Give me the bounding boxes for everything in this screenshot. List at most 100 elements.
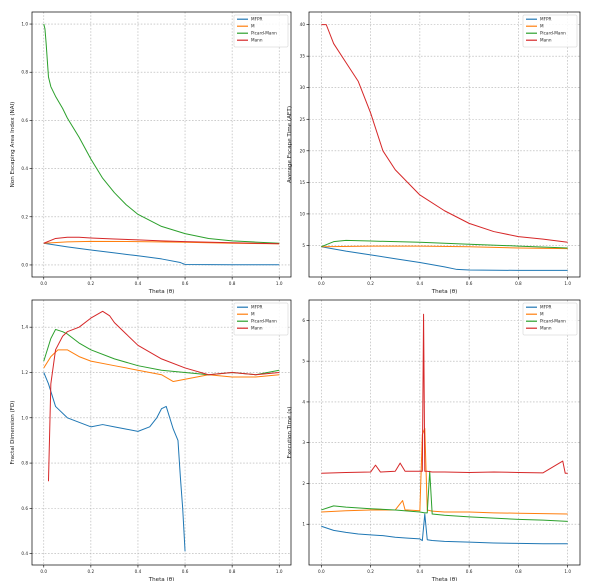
x-tick-label: 0.0 xyxy=(40,569,47,574)
y-tick-label: 0.6 xyxy=(21,118,28,123)
x-tick-label: 0.2 xyxy=(88,281,95,286)
legend-label-mfpr: MFPR xyxy=(251,305,263,310)
y-tick-label: 0.4 xyxy=(21,551,28,556)
axes-frame xyxy=(308,299,581,566)
chart-panel-3: 0.0 0.2 0.4 0.6 0.8 1.0 0.4 0.6 0.8 1.0 1.2 1.4 Thet… xyxy=(10,299,292,581)
y-tick-label: 25 xyxy=(300,117,306,122)
y-axis-label: Execution Time (s) xyxy=(287,407,293,459)
y-tick-label: 15 xyxy=(300,180,306,185)
series-line-m xyxy=(43,349,280,383)
y-tick-label: 5 xyxy=(302,243,305,248)
x-tick-label: 0.2 xyxy=(367,569,374,574)
legend: MFPR M Picard-Mann Mann xyxy=(522,14,578,48)
y-tick-label: 0.2 xyxy=(21,214,28,219)
x-tick-label: 0.0 xyxy=(40,281,47,286)
series-line-picard-mann xyxy=(321,470,568,522)
legend-label-picard-mann: Picard-Mann xyxy=(251,31,277,36)
legend-label-m: M xyxy=(540,24,544,29)
y-tick-label: 30 xyxy=(300,85,306,90)
legend-label-picard-mann: Picard-Mann xyxy=(540,319,566,324)
y-tick-label: 0.6 xyxy=(21,506,28,511)
series-line-mann xyxy=(321,313,568,474)
series-line-mfpr xyxy=(321,513,568,545)
y-tick-label: 1 xyxy=(302,522,305,527)
y-tick-label: 10 xyxy=(300,211,306,216)
legend-label-mann: Mann xyxy=(251,326,263,331)
y-tick-label: 4 xyxy=(302,399,305,404)
y-tick-label: 2 xyxy=(302,481,305,486)
legend-box xyxy=(233,302,289,336)
legend-label-mann: Mann xyxy=(540,326,552,331)
legend-label-mfpr: MFPR xyxy=(540,17,552,22)
series-line-m xyxy=(321,245,568,250)
legend-box xyxy=(233,14,289,48)
series-line-picard-mann xyxy=(321,239,568,249)
x-tick-label: 0.6 xyxy=(466,569,473,574)
x-tick-label: 0.8 xyxy=(515,569,522,574)
y-axis-label: Fractal Dimension (FD) xyxy=(10,401,16,465)
x-tick-label: 0.4 xyxy=(417,569,424,574)
y-tick-label: 0.8 xyxy=(21,461,28,466)
y-tick-label: 20 xyxy=(300,148,306,153)
x-tick-label: 1.0 xyxy=(564,281,571,286)
axes-frame xyxy=(308,11,581,278)
y-tick-label: 0.8 xyxy=(21,70,28,75)
y-tick-label: 1.4 xyxy=(21,325,28,330)
legend-label-mfpr: MFPR xyxy=(251,17,263,22)
y-tick-label: 1.0 xyxy=(21,22,28,27)
y-tick-label: 40 xyxy=(300,22,306,27)
legend-label-mann: Mann xyxy=(540,38,552,43)
x-tick-label: 0.4 xyxy=(417,281,424,286)
y-tick-label: 35 xyxy=(300,54,306,59)
legend-label-mann: Mann xyxy=(251,38,263,43)
legend-label-picard-mann: Picard-Mann xyxy=(540,31,566,36)
legend: MFPR M Picard-Mann Mann xyxy=(233,14,289,48)
x-tick-label: 1.0 xyxy=(276,281,283,286)
y-tick-label: 3 xyxy=(302,440,305,445)
axes-frame xyxy=(31,11,292,278)
x-tick-label: 0.8 xyxy=(515,281,522,286)
x-tick-label: 0.8 xyxy=(229,569,236,574)
x-axis-label: Theta (θ) xyxy=(431,577,458,581)
chart-panel-4: 0.0 0.2 0.4 0.6 0.8 1.0 1 2 3 4 5 6 Theta (θ) Executi… xyxy=(287,299,581,581)
x-axis-label: Theta (θ) xyxy=(148,289,175,295)
series-line-m xyxy=(321,427,568,515)
x-tick-label: 0.8 xyxy=(229,281,236,286)
legend-label-m: M xyxy=(251,24,255,29)
legend-label-m: M xyxy=(540,312,544,317)
y-axis-label: Average Escape Time (AET) xyxy=(287,106,293,183)
x-axis-label: Theta (θ) xyxy=(431,289,458,295)
series-line-mfpr xyxy=(43,372,186,552)
x-axis-label: Theta (θ) xyxy=(148,577,175,581)
series-line-mann xyxy=(47,310,280,482)
x-tick-label: 0.0 xyxy=(318,281,325,286)
x-tick-label: 0.6 xyxy=(182,281,189,286)
chart-panel-1: 0.0 0.2 0.4 0.6 0.8 1.0 0.0 0.2 0.4 0.6 0.8 1.0 Thet… xyxy=(10,11,292,295)
y-tick-label: 0.0 xyxy=(21,262,28,267)
series-line-mann xyxy=(321,24,568,243)
legend-box xyxy=(522,14,578,48)
y-tick-label: 6 xyxy=(302,318,305,323)
series-line-mann xyxy=(43,236,280,245)
x-tick-label: 0.4 xyxy=(135,281,142,286)
x-tick-label: 0.2 xyxy=(367,281,374,286)
legend-label-m: M xyxy=(251,312,255,317)
series-line-mfpr xyxy=(43,242,280,266)
x-tick-label: 1.0 xyxy=(564,569,571,574)
series-line-picard-mann xyxy=(43,328,280,376)
series-line-mfpr xyxy=(321,246,568,271)
y-tick-label: 1.0 xyxy=(21,415,28,420)
legend-label-picard-mann: Picard-Mann xyxy=(251,319,277,324)
legend: MFPR M Picard-Mann Mann xyxy=(233,302,289,336)
x-tick-label: 0.6 xyxy=(182,569,189,574)
legend-box xyxy=(522,302,578,336)
y-axis-label: Non Escaping Area Index (NAI) xyxy=(10,102,16,188)
series-line-picard-mann xyxy=(43,23,280,244)
x-tick-label: 0.0 xyxy=(318,569,325,574)
axes-frame xyxy=(31,299,292,566)
legend: MFPR M Picard-Mann Mann xyxy=(522,302,578,336)
x-tick-label: 0.4 xyxy=(135,569,142,574)
y-tick-label: 0.4 xyxy=(21,166,28,171)
chart-panel-2: 0.0 0.2 0.4 0.6 0.8 1.0 5 10 15 20 25 30 35 40 Theta (… xyxy=(287,11,581,295)
